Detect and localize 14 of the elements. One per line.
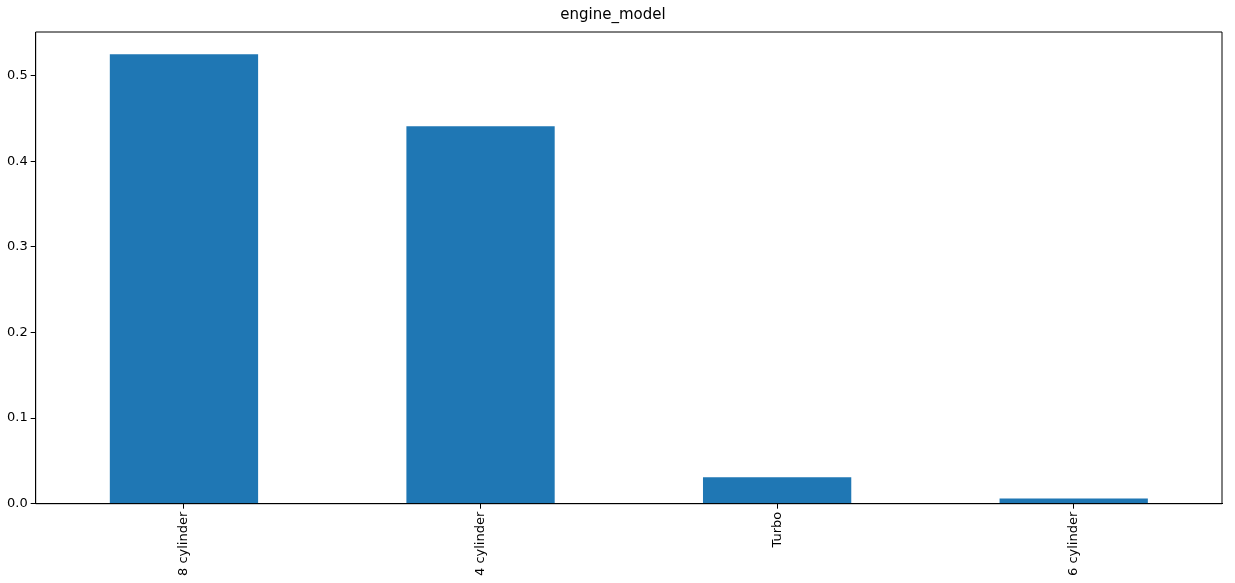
y-tick-label: 0.5: [6, 67, 28, 83]
y-tick-label: 0.2: [6, 323, 28, 339]
y-tick-label: 0.1: [6, 409, 28, 425]
y-tick-label: 0.4: [6, 152, 28, 168]
bar: [109, 54, 259, 504]
y-tick-label: 0.0: [6, 495, 28, 511]
bar: [702, 477, 852, 504]
x-tick-label: 4 cylinder: [471, 511, 487, 577]
x-tick-label: 6 cylinder: [1065, 511, 1081, 577]
x-tick-label: Turbo: [768, 511, 784, 549]
chart-title: engine_model: [560, 4, 666, 24]
bar: [406, 126, 555, 504]
y-tick-label: 0.3: [6, 238, 28, 254]
x-tick-label: 8 cylinder: [175, 511, 191, 577]
